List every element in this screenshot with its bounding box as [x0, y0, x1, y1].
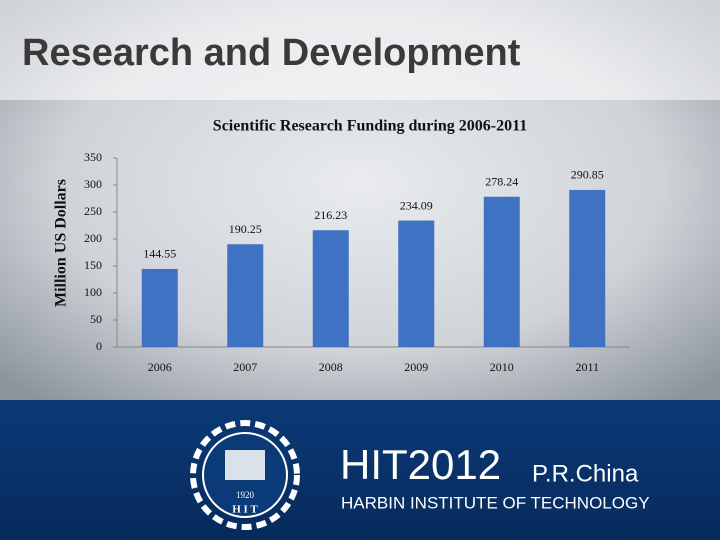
y-tick-label: 100 [84, 285, 102, 299]
title-backdrop [0, 0, 720, 100]
data-label: 290.85 [571, 168, 604, 182]
x-tick-label: 2006 [148, 360, 172, 374]
slide-title: Research and Development [22, 32, 521, 74]
logo-text: H I T [232, 504, 258, 516]
data-label: 216.23 [314, 208, 347, 222]
footer-country: P.R.China [532, 460, 639, 487]
data-label: 234.09 [400, 198, 433, 212]
y-tick-label: 200 [84, 231, 102, 245]
y-tick-label: 300 [84, 177, 102, 191]
x-tick-label: 2010 [490, 360, 514, 374]
data-label: 190.25 [229, 222, 262, 236]
bar [569, 189, 606, 347]
y-axis-title: Million US Dollars [53, 179, 70, 307]
logo: 1920 H I T [190, 420, 300, 530]
x-tick-label: 2009 [404, 360, 428, 374]
footer-band [0, 400, 720, 540]
logo-building [225, 450, 265, 480]
x-tick-label: 2008 [319, 360, 343, 374]
y-tick-label: 350 [84, 150, 102, 164]
logo-year: 1920 [236, 490, 255, 500]
y-tick-label: 250 [84, 204, 102, 218]
chart-title: Scientific Research Funding during 2006-… [213, 118, 527, 135]
footer-brand: HIT2012 [340, 441, 501, 488]
logo-gear [190, 420, 300, 530]
footer-institute: HARBIN INSTITUTE OF TECHNOLOGY [341, 493, 650, 512]
bar [141, 268, 178, 347]
plot-area: 0 50 100 150 200 250 300 350 2006 144.55 2007 190.2… [84, 150, 630, 374]
x-tick-label: 2007 [233, 360, 257, 374]
bar [398, 220, 435, 347]
y-tick-label: 0 [96, 339, 102, 353]
data-label: 278.24 [485, 175, 518, 189]
bar [483, 196, 520, 347]
bar [312, 230, 349, 347]
bar [227, 244, 264, 347]
data-label: 144.55 [143, 247, 176, 261]
y-tick-label: 50 [90, 312, 102, 326]
y-tick-label: 150 [84, 258, 102, 272]
x-tick-label: 2011 [575, 360, 599, 374]
